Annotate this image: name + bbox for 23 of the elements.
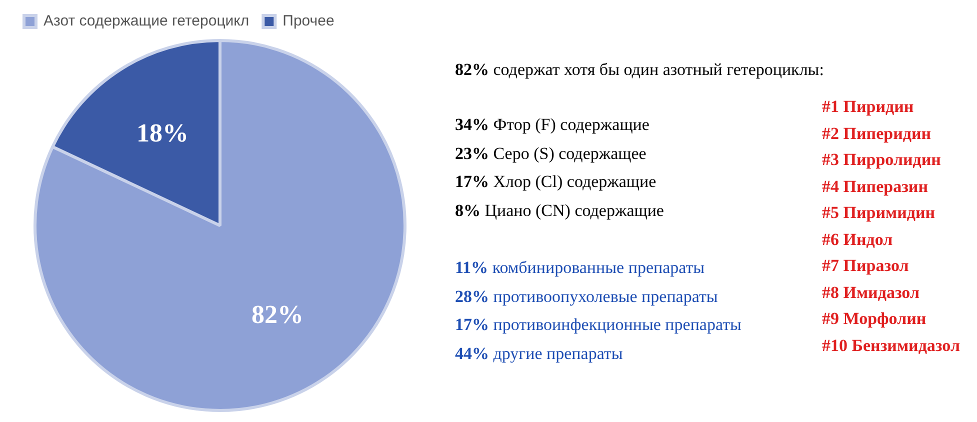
text: 17% Хлор (Cl) содержащие — [455, 172, 656, 191]
text: 44% другие препараты — [455, 344, 623, 362]
legend-label: Азот содержащие гетероцикл — [44, 12, 250, 30]
text: 11% комбинированные препараты — [455, 258, 705, 277]
data-label: 82% — [251, 300, 304, 329]
text: #2 Пиперидин — [822, 124, 932, 144]
text: #10 Бензимидазол — [822, 336, 960, 356]
text: #4 Пиперазин — [822, 176, 928, 196]
text: #3 Пирролидин — [822, 150, 941, 170]
text: 23% Серо (S) содержащее — [455, 144, 646, 162]
text: #6 Индол — [822, 230, 893, 250]
text: 17% противоинфекционные препараты — [455, 315, 742, 334]
text: 28% противоопухолевые препараты — [455, 286, 718, 306]
text: 8% Циано (CN) содержащие — [455, 200, 664, 220]
text: 34% Фтор (F) содержащие — [455, 115, 650, 134]
text: #7 Пиразол — [822, 256, 909, 276]
data-label: 18% — [136, 118, 189, 148]
text: #8 Имидазол — [822, 282, 920, 302]
text: #1 Пиридин — [822, 97, 914, 117]
text: 82% содержат хотя бы один азотный гетероциклы: — [455, 60, 824, 79]
text: #5 Пиримидин — [822, 203, 936, 223]
legend-label: Прочее — [282, 12, 334, 30]
text: #9 Морфолин — [822, 309, 926, 329]
